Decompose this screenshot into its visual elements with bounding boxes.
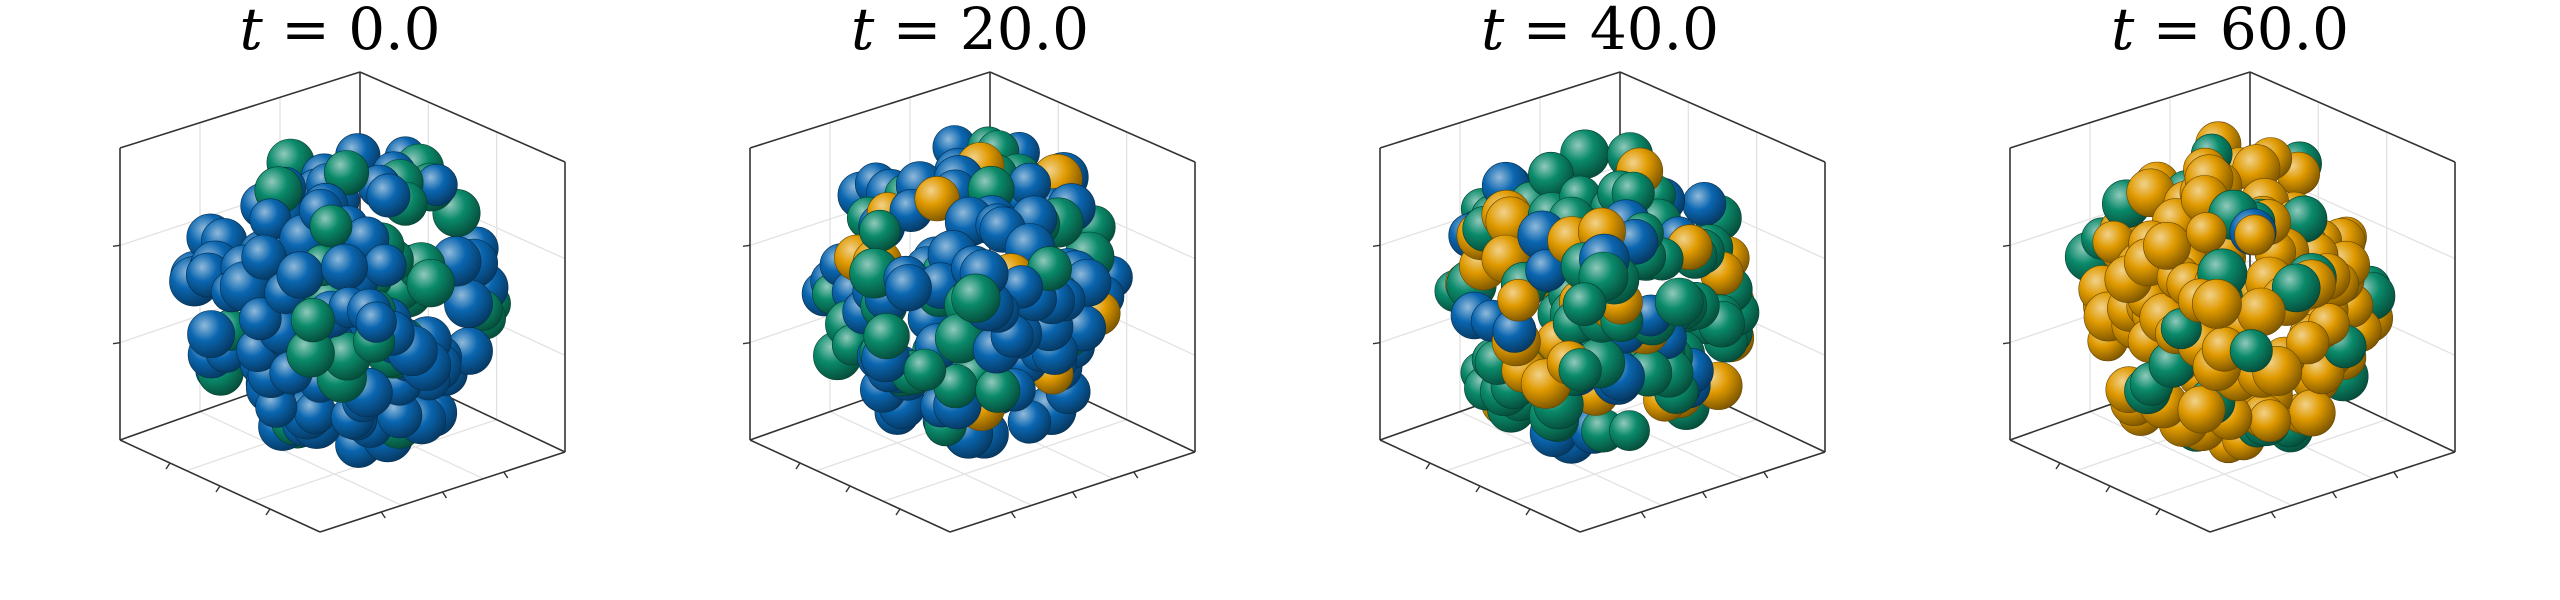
sphere-cluster [801, 125, 1133, 459]
sphere-orange [1497, 279, 1540, 322]
sphere-blue [355, 301, 397, 343]
sphere-green [863, 313, 910, 360]
sphere-green [951, 273, 1001, 323]
sphere-cluster [1434, 129, 1760, 464]
sphere-green [975, 367, 1021, 413]
axis-ticks [2002, 244, 2399, 519]
sphere-blue [187, 310, 236, 359]
panel-title: t = 0.0 [239, 0, 441, 63]
sphere-orange [2191, 278, 2242, 329]
plot-area-1 [112, 71, 566, 533]
panel-2: t = 20.0 [650, 0, 1290, 600]
sphere-blue [1682, 182, 1727, 227]
axis-ticks [112, 244, 509, 519]
axis-ticks [742, 244, 1139, 519]
sphere-blue [884, 264, 932, 312]
plot-area-3 [1372, 71, 1826, 533]
sphere-orange [2177, 385, 2226, 434]
axis-ticks [1372, 244, 1769, 519]
sphere-blue [276, 251, 324, 299]
sphere-green [1562, 282, 1607, 327]
sphere-blue [238, 297, 282, 341]
sphere-cluster [2064, 121, 2396, 464]
sphere-blue [366, 173, 411, 218]
sphere-green [309, 204, 353, 248]
sphere-green [1609, 410, 1650, 452]
sphere-orange [2248, 399, 2292, 443]
sphere-orange [2185, 212, 2227, 253]
sphere-blue [321, 243, 368, 291]
panel-3: t = 40.0 [1280, 0, 1920, 600]
plot-area-2 [742, 71, 1196, 533]
panel-4: t = 60.0 [1910, 0, 2550, 600]
panel-title: t = 20.0 [851, 0, 1089, 63]
sphere-cluster [169, 133, 511, 468]
sphere-green [1654, 277, 1704, 327]
sphere-orange [2286, 321, 2330, 365]
sphere-green [323, 150, 369, 196]
sphere-orange [2234, 214, 2276, 256]
sphere-green [2271, 263, 2321, 313]
sphere-blue [363, 243, 407, 287]
sphere-green [903, 348, 947, 392]
sphere-green [406, 259, 455, 308]
sphere-orange [2236, 287, 2286, 337]
sphere-green [859, 209, 901, 252]
sphere-green [2229, 329, 2273, 373]
sphere-green [290, 298, 336, 343]
sphere-green [1558, 348, 1602, 392]
panel-title: t = 60.0 [2111, 0, 2349, 63]
panel-title: t = 40.0 [1481, 0, 1719, 63]
plot-area-4 [2002, 71, 2456, 533]
sphere-orange [2143, 221, 2191, 270]
sphere-orange [2288, 389, 2336, 437]
panel-1: t = 0.0 [20, 0, 660, 600]
